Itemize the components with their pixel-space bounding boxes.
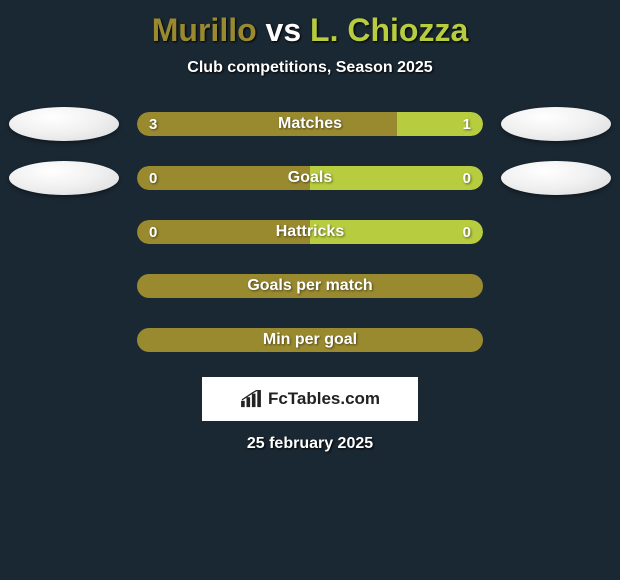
stat-bar: Goals per match bbox=[137, 274, 483, 298]
bar-chart-icon bbox=[240, 390, 262, 408]
stat-row: Goals per match bbox=[0, 269, 620, 303]
logo-box: FcTables.com bbox=[202, 377, 418, 421]
player1-avatar bbox=[9, 107, 119, 141]
stat-row: 00Goals bbox=[0, 161, 620, 195]
stat-bar: 00Hattricks bbox=[137, 220, 483, 244]
bar-label: Goals bbox=[137, 166, 483, 190]
stat-row: 00Hattricks bbox=[0, 215, 620, 249]
player2-avatar bbox=[501, 161, 611, 195]
stat-bar: 31Matches bbox=[137, 112, 483, 136]
stat-bar: Min per goal bbox=[137, 328, 483, 352]
bar-label: Hattricks bbox=[137, 220, 483, 244]
player1-name: Murillo bbox=[152, 12, 257, 48]
logo-text: FcTables.com bbox=[268, 389, 380, 409]
stat-bar: 00Goals bbox=[137, 166, 483, 190]
player2-avatar bbox=[501, 107, 611, 141]
subtitle: Club competitions, Season 2025 bbox=[0, 59, 620, 77]
stat-row: 31Matches bbox=[0, 107, 620, 141]
vs-text: vs bbox=[266, 12, 302, 48]
stat-row: Min per goal bbox=[0, 323, 620, 357]
player2-name: L. Chiozza bbox=[310, 12, 468, 48]
bars-container: 31Matches 00Goals 00Hattricks Goals per mat… bbox=[0, 107, 620, 357]
date-text: 25 february 2025 bbox=[0, 435, 620, 453]
bar-label: Matches bbox=[137, 112, 483, 136]
player1-avatar bbox=[9, 161, 119, 195]
title: Murillo vs L. Chiozza bbox=[0, 12, 620, 49]
bar-label: Min per goal bbox=[137, 328, 483, 352]
bar-label: Goals per match bbox=[137, 274, 483, 298]
comparison-infographic: Murillo vs L. Chiozza Club competitions,… bbox=[0, 0, 620, 453]
